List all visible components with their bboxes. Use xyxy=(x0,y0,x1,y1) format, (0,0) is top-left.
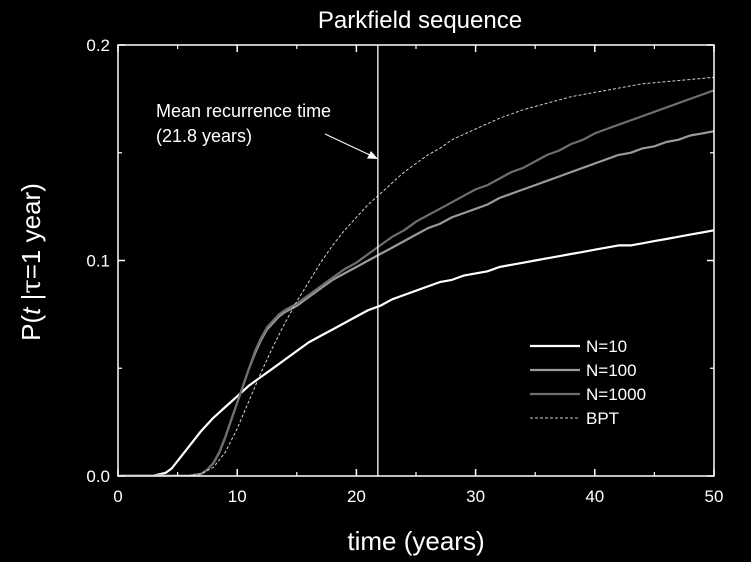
annotation-arrow xyxy=(324,133,373,157)
y-label-sep: | xyxy=(16,294,46,308)
chart-title: Parkfield sequence xyxy=(318,7,522,34)
x-tick-label: 10 xyxy=(228,487,247,506)
y-label-tau: τ xyxy=(17,279,47,293)
y-label-suffix: =1 year) xyxy=(16,183,46,279)
annotation-line1: Mean recurrence time xyxy=(156,101,331,121)
x-tick-label: 50 xyxy=(705,487,724,506)
annotation-line2: (21.8 years) xyxy=(156,126,252,146)
legend-label: N=1000 xyxy=(586,385,646,404)
legend: N=10 N=100 N=1000 BPT xyxy=(530,337,646,428)
series-line-0 xyxy=(118,229,714,476)
annotation-arrowhead xyxy=(367,151,378,159)
x-tick-label: 30 xyxy=(466,487,485,506)
x-tick-label: 20 xyxy=(347,487,366,506)
x-tick-label: 40 xyxy=(585,487,604,506)
y-label-t: t xyxy=(16,306,46,315)
series-line-2 xyxy=(118,89,714,476)
y-tick-label: 0.0 xyxy=(86,467,110,486)
y-label-prefix: P( xyxy=(16,315,46,341)
annotation: Mean recurrence time (21.8 years) xyxy=(156,101,378,159)
x-axis-label: time (years) xyxy=(347,526,484,556)
series-line-3 xyxy=(118,76,714,476)
legend-label: N=100 xyxy=(586,361,637,380)
x-tick-label: 0 xyxy=(113,487,122,506)
y-axis-label: P(t |τ=1 year) xyxy=(16,183,47,341)
series-layer xyxy=(118,76,714,476)
y-tick-label: 0.1 xyxy=(86,252,110,271)
legend-label: BPT xyxy=(586,409,619,428)
axes-layer: 0 10 20 30 40 50 0.0 0.1 0.2 xyxy=(86,36,723,506)
legend-label: N=10 xyxy=(586,337,627,356)
y-tick-label: 0.2 xyxy=(86,36,110,55)
